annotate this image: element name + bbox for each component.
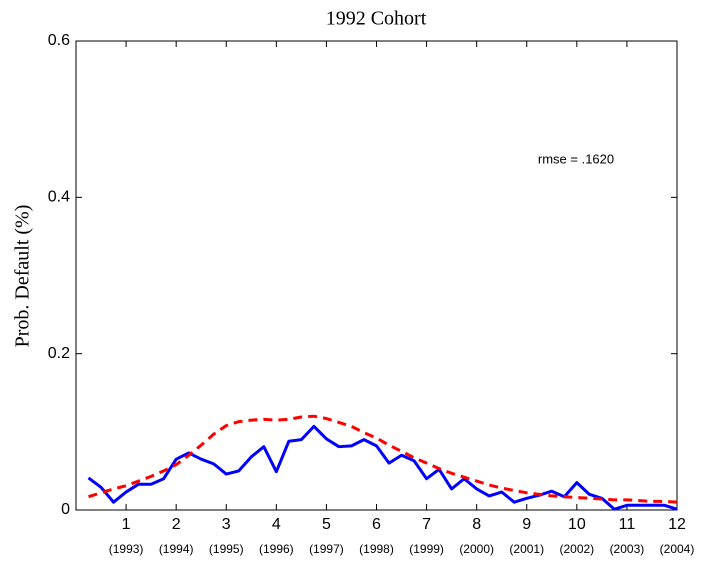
- x-tick-label: 9: [522, 516, 531, 533]
- x-tick-label: 10: [568, 516, 586, 533]
- x-tick-label: 5: [322, 516, 331, 533]
- x-tick-label: 3: [222, 516, 231, 533]
- x-tick-sublabel: (2003): [610, 542, 645, 556]
- x-tick-label: 8: [472, 516, 481, 533]
- data-line: [88, 414, 678, 504]
- x-tick-sublabel: (2002): [559, 542, 594, 556]
- x-tick-label: 2: [172, 516, 181, 533]
- annotation: rmse = .1620: [538, 151, 614, 166]
- y-axis-label: Prob. Default (%): [12, 205, 34, 348]
- x-tick-sublabel: (1994): [159, 542, 194, 556]
- data-line: [87, 424, 678, 511]
- x-tick-label: 12: [668, 516, 686, 533]
- x-tick-sublabel: (1997): [309, 542, 344, 556]
- x-tick-sublabel: (2001): [509, 542, 544, 556]
- y-tick-label: 0.6: [48, 32, 70, 49]
- x-tick-sublabel: (1993): [109, 542, 144, 556]
- chart-title: 1992 Cohort: [326, 8, 427, 30]
- x-tick-label: 6: [372, 516, 381, 533]
- x-tick-sublabel: (1999): [409, 542, 444, 556]
- x-tick-label: 4: [272, 516, 281, 533]
- x-tick-sublabel: (2000): [459, 542, 494, 556]
- x-tick-label: 1: [122, 516, 131, 533]
- x-tick-sublabel: (1998): [359, 542, 394, 556]
- y-tick-label: 0: [61, 501, 70, 518]
- x-tick-sublabel: (2004): [660, 542, 695, 556]
- x-tick-sublabel: (1996): [259, 542, 294, 556]
- y-tick-label: 0.4: [48, 189, 70, 206]
- y-tick-label: 0.2: [48, 345, 70, 362]
- x-tick-label: 7: [422, 516, 431, 533]
- x-tick-label: 11: [619, 516, 636, 533]
- x-tick-sublabel: (1995): [209, 542, 244, 556]
